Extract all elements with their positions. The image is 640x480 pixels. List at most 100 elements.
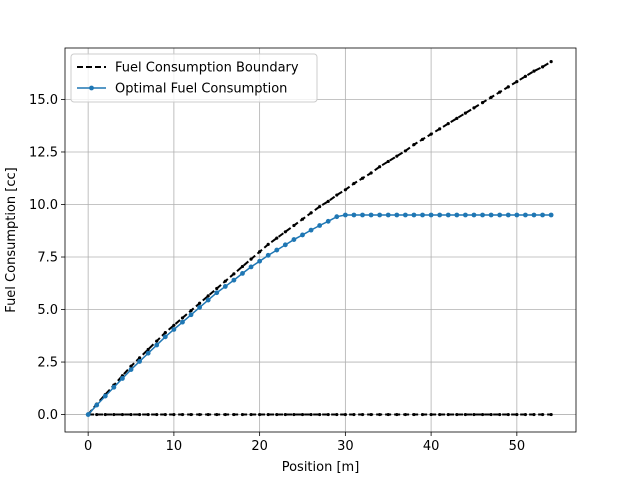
legend: Fuel Consumption Boundary Optimal Fuel C… bbox=[70, 53, 318, 103]
boundary-upper-point bbox=[506, 85, 510, 89]
boundary-lower-point bbox=[103, 412, 107, 417]
optimal-point bbox=[274, 247, 280, 253]
boundary-upper-point bbox=[163, 331, 167, 335]
boundary-upper-point bbox=[240, 264, 245, 269]
boundary-upper-point bbox=[386, 159, 390, 164]
optimal-point bbox=[214, 290, 220, 296]
boundary-upper-point bbox=[318, 205, 322, 209]
boundary-lower-point bbox=[249, 412, 253, 417]
boundary-upper-point bbox=[420, 137, 425, 141]
legend-label-optimal: Optimal Fuel Consumption bbox=[115, 82, 287, 97]
optimal-point bbox=[342, 212, 348, 218]
optimal-point bbox=[377, 212, 383, 218]
optimal-point bbox=[505, 212, 511, 218]
boundary-upper-point bbox=[215, 286, 219, 291]
boundary-upper-point bbox=[412, 143, 416, 147]
boundary-upper-point bbox=[309, 211, 313, 215]
boundary-lower-point bbox=[335, 412, 339, 417]
boundary-lower-point bbox=[386, 412, 390, 417]
optimal-point bbox=[428, 212, 434, 218]
boundary-lower-point bbox=[198, 412, 202, 417]
boundary-lower-point bbox=[258, 412, 262, 417]
tick-layer: 0 10 20 30 40 50 0.0 2.5 5.0 7.5 10.0 12.5 15.0 bbox=[29, 93, 525, 454]
boundary-lower-point bbox=[378, 412, 382, 417]
boundary-lower-point bbox=[309, 412, 313, 417]
boundary-lower-point bbox=[549, 412, 553, 417]
optimal-point bbox=[368, 212, 374, 218]
optimal-point bbox=[334, 214, 340, 220]
boundary-lower-point bbox=[283, 412, 287, 417]
optimal-point bbox=[411, 212, 417, 218]
optimal-point bbox=[454, 212, 460, 218]
boundary-upper-point bbox=[343, 188, 347, 192]
optimal-point bbox=[420, 212, 425, 218]
optimal-point bbox=[540, 212, 545, 218]
boundary-lower-point bbox=[429, 412, 433, 417]
boundary-lower-point bbox=[129, 412, 133, 417]
boundary-upper-point bbox=[403, 149, 407, 153]
boundary-upper-point bbox=[258, 250, 262, 254]
boundary-upper-point bbox=[446, 122, 450, 126]
boundary-lower-point bbox=[155, 412, 159, 417]
optimal-point bbox=[523, 212, 528, 218]
boundary-upper-point bbox=[335, 193, 339, 197]
optimal-point bbox=[360, 212, 365, 218]
boundary-lower-point bbox=[318, 412, 322, 417]
boundary-lower-point bbox=[506, 412, 510, 417]
optimal-point bbox=[514, 212, 520, 218]
optimal-point bbox=[240, 271, 245, 276]
optimal-point bbox=[197, 305, 203, 310]
boundary-upper-point bbox=[455, 116, 459, 120]
boundary-upper-point bbox=[395, 154, 399, 158]
optimal-point bbox=[128, 367, 134, 373]
optimal-point bbox=[257, 258, 263, 264]
boundary-upper-point bbox=[480, 101, 485, 105]
optimal-point bbox=[120, 376, 125, 381]
boundary-lower-point bbox=[343, 412, 347, 417]
boundary-upper-point bbox=[498, 90, 502, 94]
optimal-point bbox=[463, 212, 468, 218]
x-tick-label: 30 bbox=[337, 439, 354, 454]
boundary-lower-point bbox=[532, 412, 536, 417]
boundary-lower-point bbox=[498, 412, 502, 417]
x-tick-label: 0 bbox=[84, 439, 92, 454]
boundary-lower-point bbox=[438, 412, 442, 417]
optimal-point bbox=[548, 212, 554, 218]
boundary-lower-point bbox=[189, 412, 193, 417]
boundary-lower-point bbox=[489, 412, 493, 417]
boundary-upper-point bbox=[540, 65, 545, 69]
optimal-point bbox=[437, 212, 443, 218]
boundary-lower-point bbox=[463, 412, 467, 417]
boundary-lower-point bbox=[523, 412, 528, 417]
boundary-upper-point bbox=[266, 242, 270, 247]
boundary-lower-point bbox=[215, 412, 219, 417]
boundary-lower-point bbox=[326, 412, 330, 417]
boundary-lower-point bbox=[472, 412, 476, 417]
boundary-lower-point bbox=[395, 412, 399, 417]
optimal-point bbox=[300, 232, 305, 238]
y-tick-label: 5.0 bbox=[37, 303, 58, 318]
boundary-lower-point bbox=[369, 412, 373, 417]
boundary-lower-point bbox=[455, 412, 459, 417]
boundary-upper-point bbox=[515, 80, 519, 84]
boundary-upper-point bbox=[275, 236, 279, 240]
boundary-lower-point bbox=[480, 412, 485, 417]
boundary-lower-point bbox=[300, 412, 305, 417]
optimal-point bbox=[351, 212, 357, 218]
x-tick-label: 10 bbox=[166, 439, 183, 454]
optimal-point bbox=[282, 242, 288, 248]
boundary-upper-point bbox=[463, 111, 467, 115]
boundary-upper-point bbox=[438, 127, 442, 131]
boundary-upper-point bbox=[352, 181, 356, 186]
optimal-point bbox=[171, 327, 177, 332]
optimal-point bbox=[317, 223, 323, 228]
optimal-point bbox=[308, 227, 314, 233]
y-tick-label: 0.0 bbox=[37, 408, 58, 423]
x-axis-label: Position [m] bbox=[282, 460, 360, 475]
boundary-upper-point bbox=[532, 69, 536, 73]
optimal-point bbox=[137, 359, 142, 364]
optimal-point bbox=[265, 252, 271, 258]
optimal-point bbox=[385, 212, 391, 218]
boundary-upper-point bbox=[129, 364, 133, 368]
boundary-upper-point bbox=[378, 165, 382, 169]
